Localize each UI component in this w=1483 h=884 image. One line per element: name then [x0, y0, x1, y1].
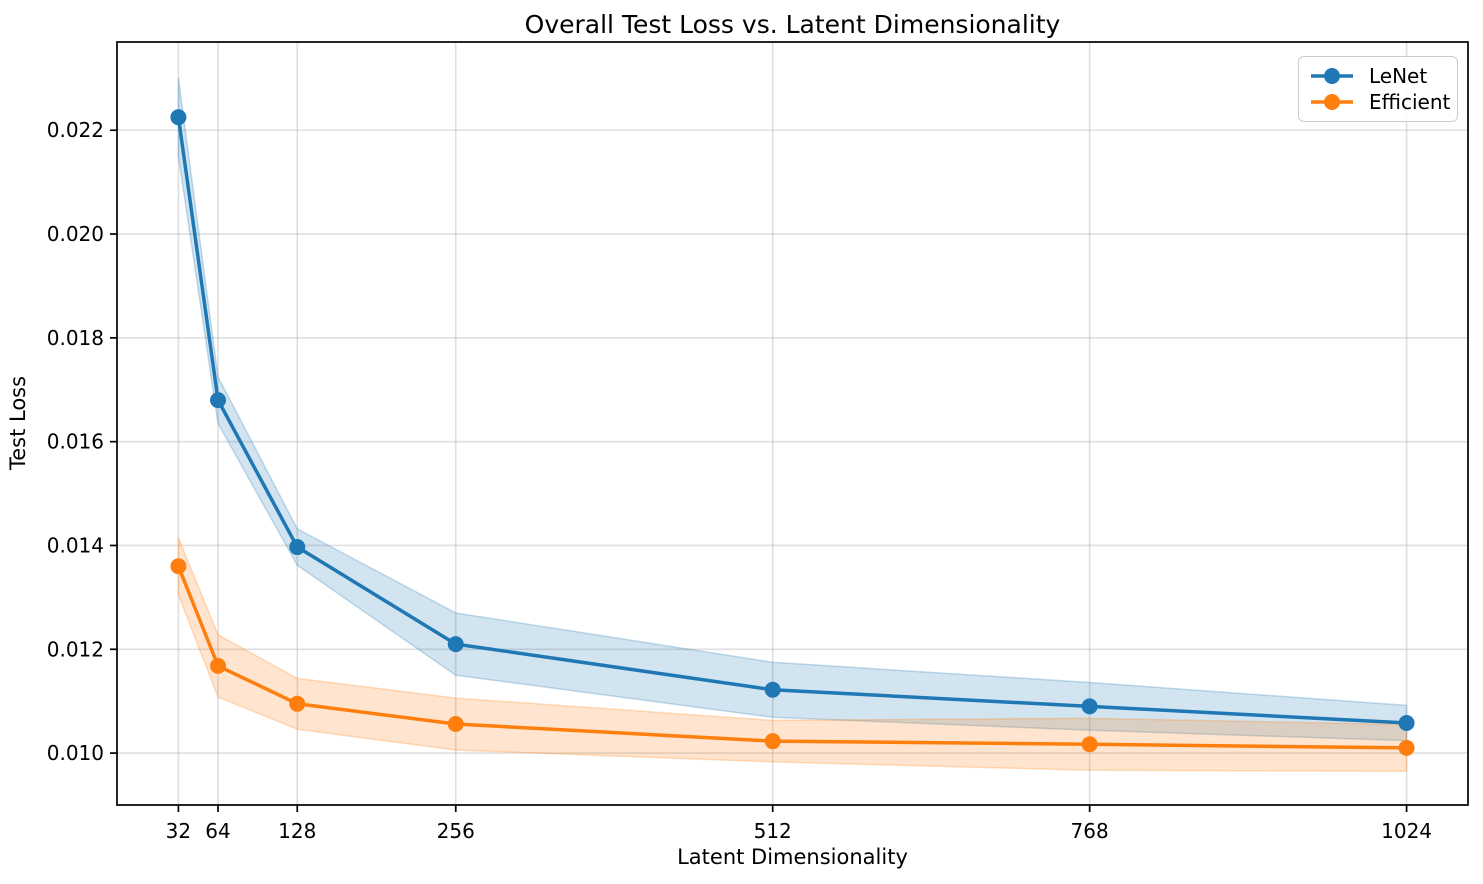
data-point-lenet	[447, 636, 464, 653]
x-tick-label: 1024	[1381, 819, 1432, 843]
legend-dot-1	[1324, 94, 1340, 111]
y-tick-label: 0.014	[47, 533, 104, 557]
y-axis-label: Test Loss	[6, 375, 30, 471]
y-tick-label: 0.022	[47, 118, 104, 142]
x-axis-label: Latent Dimensionality	[677, 845, 908, 869]
x-tick-label: 768	[1071, 819, 1109, 843]
legend-item-lenet: LeNet	[1309, 66, 1447, 86]
confidence-band-efficient	[177, 536, 1408, 773]
legend-label-lenet: LeNet	[1369, 63, 1428, 88]
confidence-band-lenet	[177, 77, 1408, 742]
y-tick-label: 0.018	[47, 326, 104, 350]
data-point-lenet	[764, 681, 781, 698]
legend: LeNet Efficient	[1298, 56, 1458, 122]
legend-label-efficient: Efficient	[1369, 90, 1451, 115]
x-tick-label: 32	[166, 819, 191, 843]
efficient-line-marker-icon	[1311, 94, 1353, 111]
data-point-efficient	[210, 657, 227, 674]
data-point-efficient	[447, 716, 464, 733]
data-point-lenet	[170, 109, 187, 126]
y-tick-label: 0.016	[47, 430, 104, 454]
series-line-lenet	[176, 115, 1409, 725]
x-tick-label: 64	[205, 819, 230, 843]
data-point-lenet	[210, 392, 227, 409]
data-point-efficient	[170, 558, 187, 575]
data-point-efficient	[1081, 736, 1098, 753]
legend-dot-0	[1324, 67, 1340, 84]
data-point-lenet	[1081, 698, 1098, 715]
data-point-efficient	[764, 733, 781, 750]
y-tick-label: 0.020	[47, 222, 104, 246]
y-tick-label: 0.010	[47, 741, 104, 765]
legend-item-efficient: Efficient	[1309, 90, 1451, 115]
data-point-efficient	[1398, 739, 1415, 756]
data-point-efficient	[289, 695, 306, 712]
data-point-lenet	[289, 539, 306, 556]
x-tick-label: 512	[754, 819, 792, 843]
y-tick-label: 0.012	[47, 637, 104, 661]
data-point-lenet	[1398, 714, 1415, 731]
chart-title: Overall Test Loss vs. Latent Dimensional…	[524, 10, 1061, 39]
plot-border	[116, 41, 1469, 806]
x-tick-label: 128	[278, 819, 316, 843]
lenet-line-marker-icon	[1311, 67, 1353, 84]
x-tick-label: 256	[437, 819, 475, 843]
